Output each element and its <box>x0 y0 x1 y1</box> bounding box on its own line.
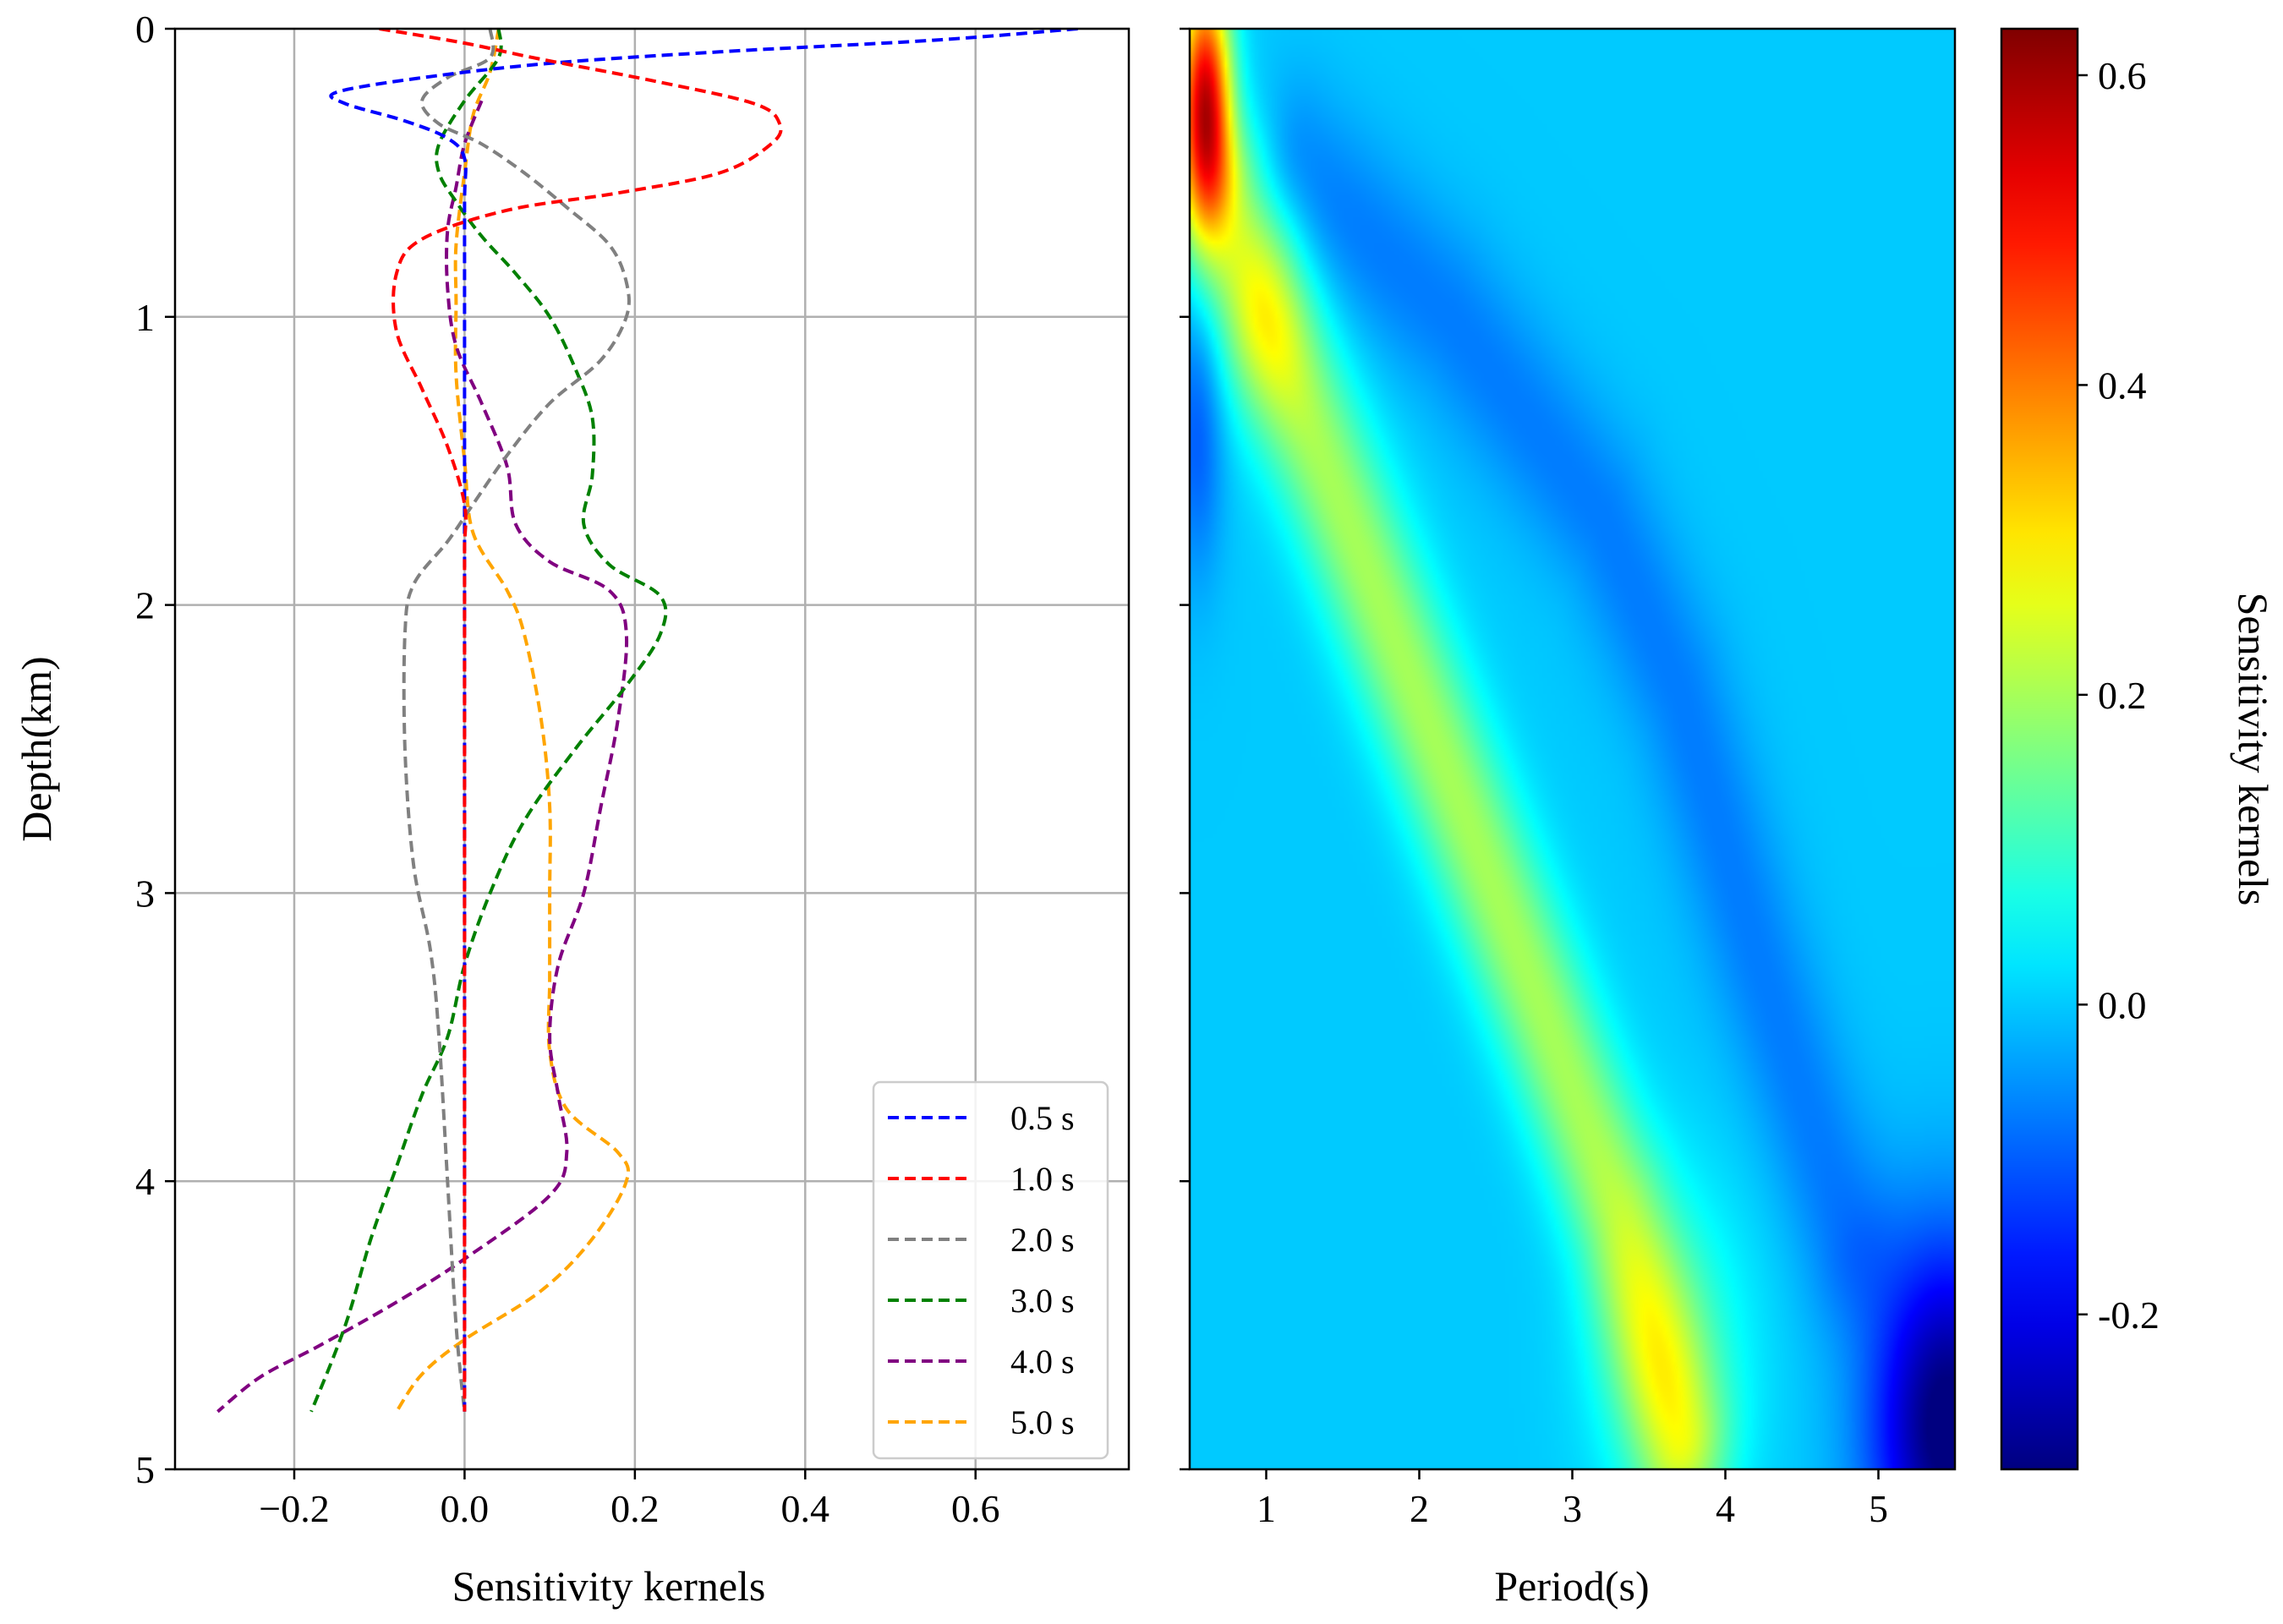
colorbar: -0.2 0.0 0.2 0.4 0.6 Sensitivity kernels <box>2000 27 2277 1471</box>
y-tick-label: 4 <box>135 1160 155 1203</box>
line-chart-frame <box>173 27 1131 1471</box>
heatmap-image <box>1190 29 1955 1469</box>
legend-box <box>872 1080 1109 1460</box>
colorbar-tick-label: 0.6 <box>2098 54 2147 97</box>
heatmap-image-container <box>1190 29 1955 1469</box>
series-line-40s <box>216 100 629 1413</box>
line-chart-y-axis: 0 1 2 3 4 5 <box>135 8 175 1491</box>
series-line-05s <box>329 29 1078 1412</box>
y-tick-label: 3 <box>135 872 155 915</box>
line-chart-x-axis: −0.2 0.0 0.2 0.4 0.6 <box>259 1469 999 1530</box>
series-line-20s <box>402 29 631 1412</box>
legend-label: 2.0 s <box>1010 1221 1075 1259</box>
heatmap-x-axis-label: Period(s) <box>1494 1562 1649 1610</box>
legend-label: 0.5 s <box>1010 1099 1075 1137</box>
x-tick-label: −0.2 <box>259 1487 329 1530</box>
y-tick-label: 1 <box>135 296 155 339</box>
line-chart-series-group <box>216 29 1078 1413</box>
series-line-30s <box>309 29 668 1413</box>
y-tick-label: 2 <box>135 584 155 627</box>
x-tick-label: 0.0 <box>441 1487 490 1530</box>
colorbar-axis: -0.2 0.0 0.2 0.4 0.6 <box>2078 54 2160 1337</box>
legend-label: 1.0 s <box>1010 1160 1075 1198</box>
x-tick-label: 2 <box>1410 1487 1429 1530</box>
y-tick-label: 5 <box>135 1448 155 1491</box>
colorbar-tick-label: 0.4 <box>2098 364 2147 407</box>
colorbar-frame <box>2000 27 2079 1471</box>
colorbar-tick-label: 0.2 <box>2098 674 2147 717</box>
y-tick-label: 0 <box>135 8 155 51</box>
legend: 0.5 s 1.0 s 2.0 s 3.0 s 4.0 s 5.0 s <box>872 1080 1109 1460</box>
x-tick-label: 4 <box>1716 1487 1735 1530</box>
line-chart-panel: −0.2 0.0 0.2 0.4 0.6 0 1 2 3 4 5 Sensitivity kern… <box>13 8 1131 1610</box>
series-line-10s <box>379 29 783 1412</box>
x-tick-label: 0.2 <box>610 1487 660 1530</box>
series-line-50s <box>395 29 630 1413</box>
legend-label: 5.0 s <box>1010 1403 1075 1441</box>
x-tick-label: 0.4 <box>781 1487 830 1530</box>
colorbar-gradient <box>2001 29 2078 1469</box>
legend-entries: 0.5 s 1.0 s 2.0 s 3.0 s 4.0 s 5.0 s <box>888 1099 1075 1441</box>
legend-label: 3.0 s <box>1010 1282 1075 1320</box>
x-tick-label: 3 <box>1563 1487 1582 1530</box>
line-chart-y-axis-label: Depth(km) <box>13 656 60 841</box>
heatmap-panel: 1 2 3 4 5 Period(s) <box>1180 27 1957 1610</box>
colorbar-label: Sensitivity kernels <box>2230 593 2277 906</box>
x-tick-label: 5 <box>1869 1487 1888 1530</box>
x-tick-label: 0.6 <box>951 1487 1000 1530</box>
heatmap-x-axis: 1 2 3 4 5 <box>1256 1469 1888 1530</box>
line-chart-x-axis-label: Sensitivity kernels <box>452 1562 766 1610</box>
colorbar-tick-label: -0.2 <box>2098 1293 2160 1337</box>
legend-label: 4.0 s <box>1010 1342 1075 1381</box>
x-tick-label: 1 <box>1256 1487 1276 1530</box>
colorbar-tick-label: 0.0 <box>2098 983 2147 1026</box>
heatmap-y-axis <box>1180 27 1190 1471</box>
